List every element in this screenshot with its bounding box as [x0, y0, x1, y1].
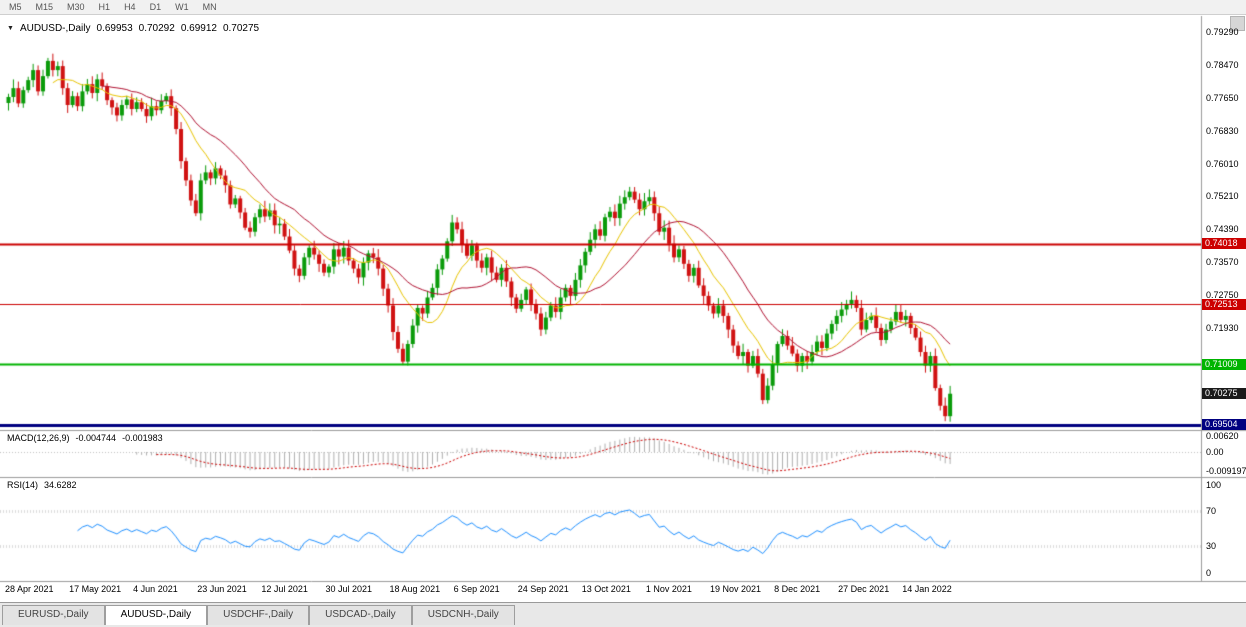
rsi-value: 34.6282	[44, 480, 77, 490]
date-axis-label: 27 Dec 2021	[838, 584, 890, 594]
timeframe-button-h1[interactable]: H1	[98, 1, 111, 12]
price-axis-tick: 0.74390	[1206, 223, 1239, 234]
chart-tab-usdcnh[interactable]: USDCNH-,Daily	[411, 605, 515, 625]
timeframe-toolbar: M5 M15 M30 H1 H4 D1 W1 MN	[0, 0, 1246, 15]
macd-main-value: -0.004744	[75, 433, 117, 443]
date-axis-label: 23 Jun 2021	[197, 584, 247, 594]
macd-indicator-label: MACD(12,26,9) -0.004744 -0.001983	[7, 433, 163, 443]
date-axis-label: 1 Nov 2021	[645, 584, 692, 594]
rsi-axis-tick: 70	[1206, 505, 1217, 516]
macd-signal-value: -0.001983	[122, 433, 163, 443]
date-axis-label: 13 Oct 2021	[581, 584, 631, 594]
price-axis-tick: 0.71930	[1206, 322, 1239, 333]
price-axis-tick: 0.76010	[1206, 158, 1239, 169]
date-axis-label: 17 May 2021	[69, 584, 122, 594]
date-axis-label: 6 Sep 2021	[453, 584, 500, 594]
date-axis-label: 12 Jul 2021	[261, 584, 308, 594]
timeframe-button-m30[interactable]: M30	[67, 1, 85, 12]
chart-tab-usdcad[interactable]: USDCAD-,Daily	[309, 605, 412, 625]
chart-tab-audusd[interactable]: AUDUSD-,Daily	[104, 605, 208, 625]
chart-tab-eurusd[interactable]: EURUSD-,Daily	[2, 605, 105, 625]
price-line-badge: 0.72513	[1202, 298, 1246, 310]
price-line-badge: 0.69504	[1202, 419, 1246, 431]
price-axis-tick: 0.79290	[1206, 27, 1239, 38]
timeframe-button-d1[interactable]: D1	[149, 1, 162, 12]
date-axis-label: 8 Dec 2021	[774, 584, 821, 594]
rsi-name: RSI(14)	[7, 480, 39, 490]
rsi-axis-tick: 0	[1206, 568, 1212, 578]
price-line-badge: 0.71009	[1202, 358, 1246, 370]
date-axis-label: 28 Apr 2021	[5, 584, 54, 594]
price-axis-tick: 0.78470	[1206, 60, 1239, 71]
macd-name: MACD(12,26,9)	[7, 433, 70, 443]
chart-tab-usdchf[interactable]: USDCHF-,Daily	[207, 605, 310, 625]
chart-tab-bar: EURUSD-,Daily AUDUSD-,Daily USDCHF-,Daily U…	[0, 602, 1246, 627]
date-axis-label: 14 Jan 2022	[902, 584, 952, 594]
price-axis-tick: 0.72750	[1206, 289, 1239, 300]
macd-axis-tick: -0.009197	[1206, 466, 1246, 476]
price-axis-tick: 0.77650	[1206, 93, 1239, 104]
chart-symbol-label: AUDUSD-,Daily	[19, 23, 91, 34]
chart-title: ▼ AUDUSD-,Daily 0.69953 0.70292 0.69912 …	[7, 23, 259, 34]
current-price-badge: 0.70275	[1202, 388, 1246, 400]
rsi-axis-tick: 30	[1206, 541, 1217, 552]
date-axis-label: 18 Aug 2021	[389, 584, 441, 594]
ohlc-low: 0.69912	[180, 23, 217, 34]
timeframe-button-h4[interactable]: H4	[124, 1, 136, 12]
date-axis-label: 4 Jun 2021	[133, 584, 178, 594]
macd-axis-tick: 0.00	[1206, 447, 1224, 457]
ohlc-close: 0.70275	[222, 23, 260, 34]
date-axis-label: 30 Jul 2021	[325, 584, 372, 594]
date-axis-label: 19 Nov 2021	[709, 584, 762, 594]
macd-axis-tick: 0.00620	[1206, 430, 1239, 441]
rsi-indicator-label: RSI(14) 34.6282	[7, 480, 77, 490]
symbol-dropdown-icon[interactable]: ▼	[7, 25, 14, 32]
ohlc-open: 0.69953	[96, 23, 133, 34]
timeframe-button-m15[interactable]: M15	[35, 1, 54, 12]
price-axis-tick: 0.76830	[1206, 126, 1239, 137]
rsi-axis-tick: 100	[1206, 480, 1222, 490]
price-axis-tick: 0.73570	[1206, 256, 1239, 267]
ohlc-high: 0.70292	[138, 23, 175, 34]
price-axis-tick: 0.75210	[1206, 191, 1239, 202]
timeframe-button-m5[interactable]: M5	[9, 1, 22, 12]
price-line-badge: 0.74018	[1202, 238, 1246, 250]
timeframe-button-w1[interactable]: W1	[175, 1, 189, 12]
price-chart-canvas[interactable]	[0, 0, 1246, 602]
timeframe-button-mn[interactable]: MN	[202, 1, 217, 12]
scrollbar-corner[interactable]	[1230, 16, 1245, 31]
date-axis-label: 24 Sep 2021	[517, 584, 569, 594]
